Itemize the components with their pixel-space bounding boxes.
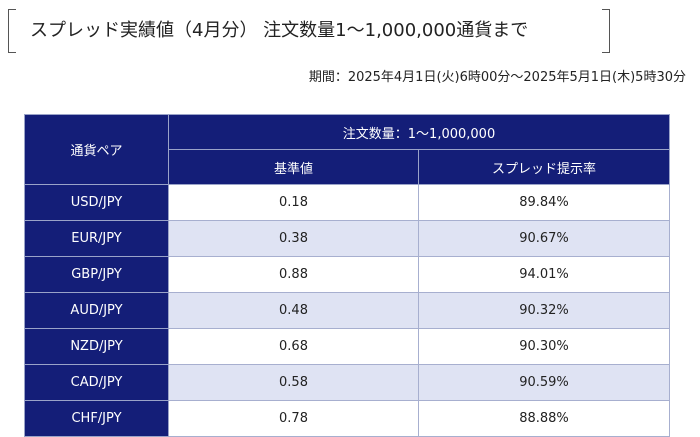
cell-base: 0.58 bbox=[168, 364, 419, 401]
cell-pair: CHF/JPY bbox=[24, 400, 169, 437]
spread-table: 通貨ペア 注文数量：1〜1,000,000 基準値 スプレッド提示率 USD/J… bbox=[24, 114, 670, 437]
period-text: 期間：2025年4月1日(火)6時00分〜2025年5月1日(木)5時30分 bbox=[308, 70, 686, 85]
cell-rate: 90.30% bbox=[418, 328, 670, 365]
table-row: USD/JPY 0.18 89.84% bbox=[24, 184, 670, 221]
cell-rate: 90.67% bbox=[418, 220, 670, 257]
cell-rate: 90.32% bbox=[418, 292, 670, 329]
cell-base: 0.68 bbox=[168, 328, 419, 365]
cell-base: 0.38 bbox=[168, 220, 419, 257]
cell-pair: CAD/JPY bbox=[24, 364, 169, 401]
cell-rate: 88.88% bbox=[418, 400, 670, 437]
cell-pair: NZD/JPY bbox=[24, 328, 169, 365]
table-row: EUR/JPY 0.38 90.67% bbox=[24, 220, 670, 257]
cell-rate: 90.59% bbox=[418, 364, 670, 401]
cell-base: 0.78 bbox=[168, 400, 419, 437]
header-currency-pair: 通貨ペア bbox=[24, 114, 169, 185]
title-bracket-left bbox=[8, 9, 16, 53]
header-spread-rate: スプレッド提示率 bbox=[418, 149, 670, 185]
cell-pair: USD/JPY bbox=[24, 184, 169, 221]
cell-base: 0.88 bbox=[168, 256, 419, 293]
cell-pair: AUD/JPY bbox=[24, 292, 169, 329]
header-order-quantity: 注文数量：1〜1,000,000 bbox=[168, 114, 670, 150]
page-title-box: スプレッド実績値（4月分） 注文数量1〜1,000,000通貨まで bbox=[8, 9, 610, 53]
cell-base: 0.18 bbox=[168, 184, 419, 221]
cell-pair: GBP/JPY bbox=[24, 256, 169, 293]
table-row: GBP/JPY 0.88 94.01% bbox=[24, 256, 670, 293]
page-title: スプレッド実績値（4月分） 注文数量1〜1,000,000通貨まで bbox=[30, 20, 529, 41]
header-base-value: 基準値 bbox=[168, 149, 419, 185]
table-row: AUD/JPY 0.48 90.32% bbox=[24, 292, 670, 329]
table-row: NZD/JPY 0.68 90.30% bbox=[24, 328, 670, 365]
cell-rate: 94.01% bbox=[418, 256, 670, 293]
table-row: CHF/JPY 0.78 88.88% bbox=[24, 400, 670, 437]
cell-rate: 89.84% bbox=[418, 184, 670, 221]
table-row: CAD/JPY 0.58 90.59% bbox=[24, 364, 670, 401]
title-bracket-right bbox=[602, 9, 610, 53]
cell-base: 0.48 bbox=[168, 292, 419, 329]
cell-pair: EUR/JPY bbox=[24, 220, 169, 257]
